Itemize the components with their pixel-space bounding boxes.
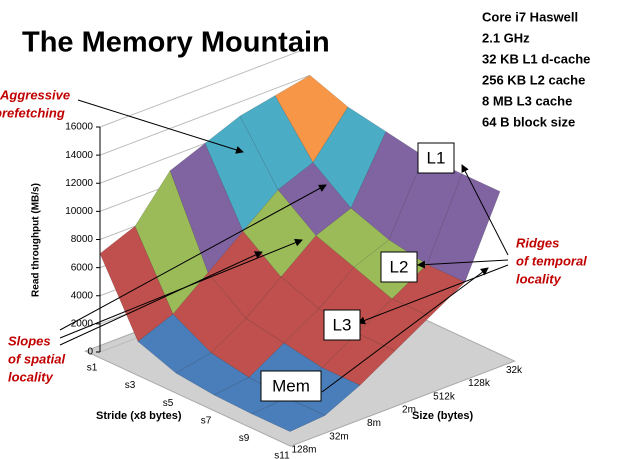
level-label: L2 bbox=[390, 257, 409, 276]
slopes-note: locality bbox=[8, 369, 54, 384]
level-box bbox=[380, 251, 418, 283]
level-box bbox=[417, 142, 455, 174]
stride-tick-label: s11 bbox=[274, 451, 290, 459]
stride-axis-label: Stride (x8 bytes) bbox=[96, 410, 182, 422]
level-box bbox=[323, 309, 361, 341]
slopes-note: Slopes bbox=[8, 333, 51, 348]
stride-tick-label: s1 bbox=[87, 363, 98, 374]
size-tick-label: 2m bbox=[402, 405, 416, 416]
size-tick-label: 512k bbox=[433, 391, 456, 402]
arrows bbox=[59, 99, 509, 393]
surface-patch bbox=[251, 397, 326, 432]
size-tick-label: 128m bbox=[291, 445, 316, 456]
slopes-note: of spatial bbox=[8, 351, 65, 366]
spec-line: 2.1 GHz bbox=[482, 30, 530, 45]
level-label: L1 bbox=[427, 148, 446, 167]
stride-tick-label: s5 bbox=[163, 398, 174, 409]
prefetch-note: Aggressive bbox=[0, 87, 70, 102]
spec-line: 64 B block size bbox=[482, 114, 575, 129]
size-tick-label: 32m bbox=[329, 431, 348, 442]
grid-line bbox=[99, 74, 311, 156]
size-axis-label: Size (bytes) bbox=[412, 410, 473, 422]
z-tick-label: 6000 bbox=[71, 262, 94, 273]
spec-line: 256 KB L2 cache bbox=[482, 72, 585, 87]
ridges-note: of temporal bbox=[516, 253, 587, 268]
size-tick-label: 128k bbox=[468, 378, 491, 389]
ridges-note: locality bbox=[516, 271, 562, 286]
z-tick-label: 14000 bbox=[65, 150, 93, 161]
stride-tick-label: s3 bbox=[125, 380, 136, 391]
surface-patch bbox=[356, 298, 431, 352]
z-tick-label: 4000 bbox=[71, 290, 94, 301]
surface-patch bbox=[321, 332, 396, 386]
level-label: Mem bbox=[272, 376, 310, 395]
z-tick-label: 16000 bbox=[65, 122, 93, 133]
z-tick-label: 2000 bbox=[71, 319, 94, 330]
level-label: L3 bbox=[333, 315, 352, 334]
stride-tick-label: s9 bbox=[239, 433, 250, 444]
prefetch-note: prefetching bbox=[0, 105, 65, 120]
level-box bbox=[260, 370, 322, 402]
z-axis-label: Read throughput (MB/s) bbox=[31, 183, 42, 297]
z-tick-label: 8000 bbox=[71, 234, 94, 245]
z-tick-label: 10000 bbox=[65, 206, 93, 217]
surface-patch bbox=[426, 173, 501, 283]
spec-line: 32 KB L1 d-cache bbox=[482, 51, 590, 66]
size-tick-label: 32k bbox=[506, 365, 523, 376]
z-tick-label: 12000 bbox=[65, 178, 93, 189]
ridges-note: Ridges bbox=[516, 235, 559, 250]
spec-line: Core i7 Haswell bbox=[482, 9, 578, 24]
stride-tick-label: s7 bbox=[201, 415, 212, 426]
grid-line bbox=[99, 46, 311, 128]
title: The Memory Mountain bbox=[22, 27, 330, 59]
z-tick-label: 0 bbox=[87, 347, 93, 358]
size-tick-label: 8m bbox=[367, 418, 381, 429]
spec-line: 8 MB L3 cache bbox=[482, 93, 572, 108]
